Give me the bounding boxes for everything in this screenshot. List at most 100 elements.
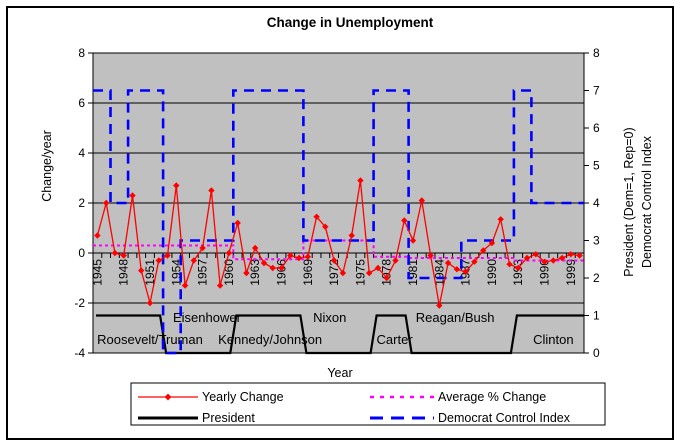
yearly-change-marker xyxy=(208,187,215,194)
x-tick-label: 1945 xyxy=(90,259,104,286)
legend: Yearly Change Average % Change President… xyxy=(130,382,606,426)
president-era-label: Nixon xyxy=(313,310,346,325)
yearly-change-marker xyxy=(550,257,557,264)
yearly-change-marker xyxy=(199,244,206,252)
x-tick-label: 1990 xyxy=(485,259,499,286)
yearly-change-marker xyxy=(471,258,478,265)
yearly-change-marker xyxy=(366,269,373,277)
legend-label-average-pct-change: Average % Change xyxy=(438,390,546,404)
yearly-change-marker xyxy=(287,252,294,259)
right-axis-title-line1: President (Dem=1, Rep=0) xyxy=(622,127,636,276)
x-tick-label: 1957 xyxy=(196,259,210,286)
yearly-change-marker xyxy=(164,252,171,259)
yearly-change-marker xyxy=(252,244,259,252)
yearly-change-marker xyxy=(313,213,320,220)
yearly-change-marker xyxy=(357,177,364,184)
left-axis-tick-label: 0 xyxy=(78,246,85,260)
yearly-change-marker xyxy=(138,267,145,274)
left-axis-title: Change/year xyxy=(40,130,54,202)
yearly-change-marker xyxy=(120,252,127,259)
president-era-label: Eisenhower xyxy=(173,310,242,325)
x-tick-label: 1969 xyxy=(301,259,315,286)
yearly-change-marker xyxy=(339,269,347,277)
yearly-change-marker xyxy=(541,258,548,265)
yearly-change-marker xyxy=(348,232,355,239)
series-yearly-change-line xyxy=(96,180,580,306)
yearly-change-marker xyxy=(269,264,276,272)
president-era-label: Carter xyxy=(377,332,414,347)
x-tick-label: 1948 xyxy=(117,259,131,286)
yearly-change-marker xyxy=(295,254,303,262)
yearly-change-marker xyxy=(173,182,180,189)
president-era-label: Roosevelt/Truman xyxy=(97,332,203,347)
left-axis-tick-label: -2 xyxy=(74,296,85,310)
yearly-change-marker xyxy=(392,257,399,264)
president-era-label: Kennedy/Johnson xyxy=(218,332,322,347)
yearly-change-marker xyxy=(181,282,189,289)
yearly-change-marker xyxy=(383,274,390,282)
x-tick-label: 1978 xyxy=(380,259,394,286)
left-axis-tick-label: -4 xyxy=(74,346,85,360)
right-axis-tick-label: 0 xyxy=(593,346,600,360)
president-era-label: Reagan/Bush xyxy=(416,310,495,325)
right-axis-tick-label: 5 xyxy=(593,159,600,173)
legend-label-democrat-control-index: Democrat Control Index xyxy=(438,411,571,425)
yearly-change-marker xyxy=(418,197,425,204)
yearly-change-marker xyxy=(532,251,539,258)
right-axis-tick-label: 2 xyxy=(593,271,600,285)
yearly-change-marker xyxy=(523,254,531,262)
yearly-change-marker xyxy=(146,299,154,307)
yearly-change-marker xyxy=(129,192,136,199)
yearly-change-marker xyxy=(190,257,197,264)
yearly-change-marker xyxy=(567,251,574,258)
yearly-change-marker xyxy=(278,264,285,272)
x-tick-label: 1993 xyxy=(511,259,525,286)
yearly-change-marker xyxy=(515,264,522,272)
yearly-change-marker xyxy=(488,239,496,247)
left-axis-tick-label: 4 xyxy=(78,146,85,160)
series-president-line xyxy=(96,314,584,355)
yearly-change-marker xyxy=(374,264,382,272)
left-axis-tick-label: 6 xyxy=(78,96,85,110)
yearly-change-marker xyxy=(234,219,241,227)
yearly-change-marker xyxy=(322,223,329,230)
chart-title: Change in Unemployment xyxy=(267,15,434,30)
yearly-change-marker xyxy=(436,302,443,309)
yearly-change-marker xyxy=(497,216,504,223)
yearly-change-marker xyxy=(506,261,513,268)
right-axis-tick-label: 3 xyxy=(593,234,600,248)
legend-label-yearly-change: Yearly Change xyxy=(202,390,284,404)
right-axis-tick-label: 8 xyxy=(593,46,600,60)
yearly-change-marker xyxy=(94,232,101,239)
left-axis-tick-label: 8 xyxy=(78,46,85,60)
legend-marker-yearly-change-diamond xyxy=(164,393,172,401)
yearly-change-marker xyxy=(330,257,338,264)
yearly-change-marker xyxy=(216,282,224,289)
x-tick-label: 1999 xyxy=(564,259,578,286)
yearly-change-marker xyxy=(427,252,434,259)
x-tick-label: 1963 xyxy=(248,259,262,286)
right-axis-tick-label: 4 xyxy=(593,196,600,210)
x-tick-label: 1996 xyxy=(538,259,552,286)
yearly-change-marker xyxy=(155,257,162,264)
legend-box xyxy=(130,382,606,426)
right-axis-tick-label: 1 xyxy=(593,309,600,323)
yearly-change-marker xyxy=(462,268,469,275)
yearly-change-marker xyxy=(558,254,566,262)
yearly-change-marker xyxy=(444,259,452,267)
series-democrat-control-index-line xyxy=(93,89,584,355)
right-axis-tick-label: 7 xyxy=(593,84,600,98)
yearly-change-marker xyxy=(111,249,119,257)
yearly-change-marker xyxy=(453,266,461,273)
yearly-change-marker xyxy=(260,259,268,267)
x-tick-label: 1966 xyxy=(275,259,289,286)
left-axis-tick-label: 2 xyxy=(78,196,85,210)
yearly-change-marker xyxy=(409,237,417,244)
legend-label-president: President xyxy=(202,411,255,425)
yearly-change-marker xyxy=(243,269,250,277)
right-axis-title-line2: Democrat Control Index xyxy=(640,135,654,268)
right-axis-tick-label: 6 xyxy=(593,121,600,135)
president-era-label: Clinton xyxy=(533,332,573,347)
